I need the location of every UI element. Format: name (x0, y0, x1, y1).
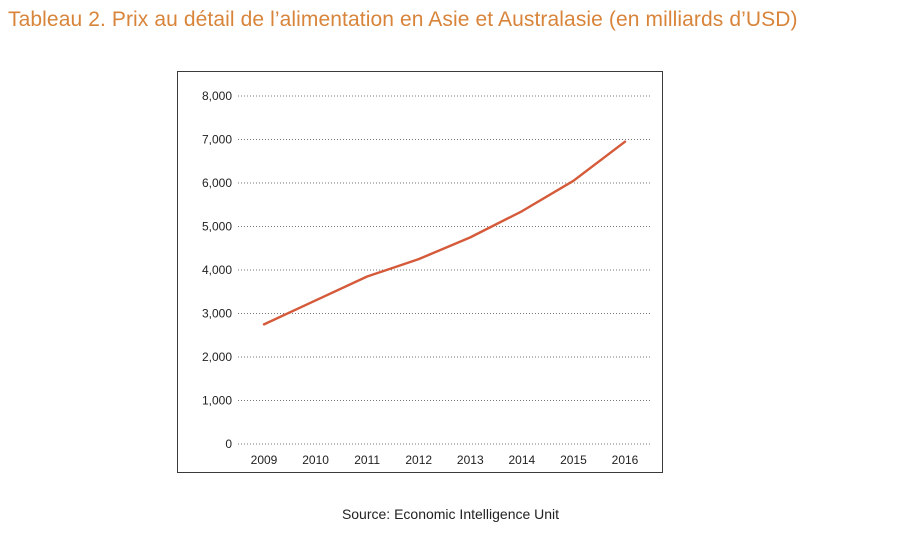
y-tick-label: 8,000 (202, 89, 232, 103)
y-tick-label: 0 (225, 437, 232, 451)
source-note: Source: Economic Intelligence Unit (341, 506, 560, 522)
x-tick-label: 2009 (251, 453, 278, 467)
x-tick-label: 2014 (509, 453, 536, 467)
y-axis-ticks: 0 1,000 2,000 3,000 4,000 5,000 6,000 7,000 8,00… (202, 89, 232, 451)
chart-frame: 0 1,000 2,000 3,000 4,000 5,000 6,000 7,000 8,00… (177, 71, 663, 473)
x-tick-label: 2011 (354, 453, 380, 467)
y-tick-label: 1,000 (202, 394, 232, 408)
y-tick-label: 5,000 (202, 220, 232, 234)
x-tick-label: 2015 (560, 453, 587, 467)
y-tick-label: 3,000 (202, 307, 232, 321)
gridlines (238, 95, 650, 445)
chart-title: Tableau 2. Prix au détail de l’alimentat… (8, 8, 798, 31)
line-chart: 0 1,000 2,000 3,000 4,000 5,000 6,000 7,000 8,00… (202, 89, 650, 467)
series-line (262, 140, 627, 326)
x-tick-label: 2016 (612, 453, 639, 467)
x-tick-label: 2013 (457, 453, 484, 467)
y-tick-label: 2,000 (202, 350, 232, 364)
series-layer (262, 140, 627, 326)
y-tick-label: 6,000 (202, 176, 232, 190)
x-axis-ticks: 2009 2010 2011 2012 2013 2014 2015 2016 (251, 453, 639, 467)
x-tick-label: 2010 (302, 453, 329, 467)
x-tick-label: 2012 (405, 453, 432, 467)
y-tick-label: 7,000 (202, 133, 232, 147)
y-tick-label: 4,000 (202, 263, 232, 277)
